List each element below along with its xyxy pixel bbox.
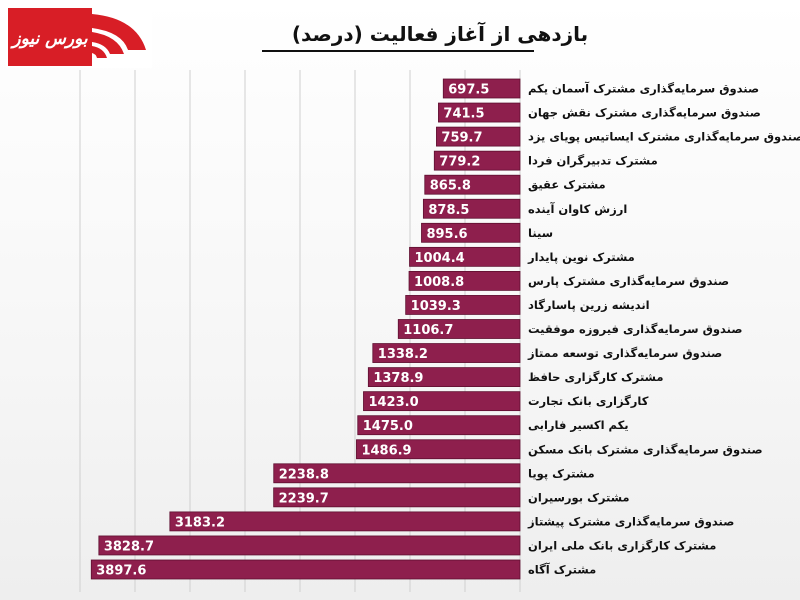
bar	[90, 559, 521, 580]
bar-value-label: 3897.6	[96, 564, 146, 579]
bar	[422, 198, 521, 219]
logo-text: بورس نیوز	[9, 29, 88, 49]
category-label: مشترک پویا	[528, 466, 595, 481]
bar-value-label: 697.5	[448, 83, 489, 98]
category-label: صندوق سرمایه‌گذاری مشترک نقش جهان	[528, 106, 761, 121]
category-label: سینا	[528, 226, 553, 240]
bar	[408, 270, 521, 291]
bar	[357, 415, 521, 436]
bar	[273, 463, 521, 484]
bar-value-label: 1475.0	[363, 419, 413, 434]
category-label: اندیشه زرین پاسارگاد	[528, 298, 650, 312]
category-label: کارگزاری بانک تجارت	[528, 394, 649, 408]
bar-value-label: 1378.9	[373, 371, 423, 386]
category-label: ارزش کاوان آینده	[528, 202, 627, 217]
category-label: مشترک کارگزاری حافظ	[528, 370, 663, 384]
bar-value-label: 1338.2	[378, 347, 428, 362]
bar	[356, 439, 521, 460]
bar	[397, 319, 521, 339]
bar	[363, 391, 521, 412]
bar	[438, 102, 521, 123]
bar	[367, 367, 521, 388]
category-label: صندوق سرمایه‌گذاری فیروزه موفقیت	[528, 322, 742, 337]
chart-title: بازدهی از آغاز فعالیت (درصد)	[291, 22, 589, 46]
category-label: صندوق سرمایه‌گذاری مشترک پیشتاز	[527, 514, 734, 529]
category-label: یکم اکسیر فارابی	[528, 418, 629, 432]
category-label: صندوق سرمایه‌گذاری مشترک پارس	[528, 274, 729, 289]
category-label: مشترک آگاه	[528, 563, 596, 577]
category-label: مشترک کارگزاری بانک ملی ایران	[528, 538, 716, 552]
category-label: مشترک تدبیرگران فردا	[528, 154, 658, 168]
category-label: صندوق سرمایه‌گذاری مشترک ایساتیس پویای ی…	[528, 130, 800, 145]
bar	[424, 174, 521, 195]
category-label: مشترک عقیق	[528, 178, 606, 192]
bar	[421, 222, 521, 243]
bar	[436, 126, 521, 147]
bar-value-label: 2239.7	[279, 491, 329, 506]
bar-value-label: 895.6	[426, 227, 467, 242]
bar-value-label: 1106.7	[403, 323, 453, 338]
category-label: مشترک نوین پایدار	[527, 250, 635, 265]
bar	[273, 487, 521, 508]
category-label: مشترک بورسیران	[528, 490, 630, 505]
bar-value-label: 741.5	[443, 107, 484, 122]
category-label: صندوق سرمایه‌گذاری توسعه ممتاز	[527, 346, 722, 361]
bar-value-label: 1423.0	[368, 395, 418, 410]
bar-value-label: 2238.8	[279, 467, 329, 482]
bar-value-label: 3183.2	[175, 515, 225, 530]
bar-value-label: 878.5	[428, 203, 469, 218]
bar-value-label: 1486.9	[361, 443, 411, 458]
bar	[433, 150, 521, 171]
bar-value-label: 1039.3	[411, 299, 461, 314]
bar-value-label: 1004.4	[415, 251, 465, 266]
bar	[442, 78, 521, 99]
logo: بورس نیوز	[6, 6, 152, 68]
bar-value-label: 1008.8	[414, 275, 464, 290]
bar	[98, 535, 521, 556]
category-label: صندوق سرمایه‌گذاری مشترک بانک مسکن	[528, 442, 763, 457]
bar	[409, 246, 521, 267]
bar	[405, 295, 521, 315]
bar-value-label: 759.7	[441, 131, 482, 146]
bar-value-label: 779.2	[439, 155, 480, 170]
category-label: صندوق سرمایه‌گذاری مشترک آسمان یکم	[528, 82, 759, 97]
bar	[169, 511, 521, 532]
bar	[372, 343, 521, 363]
title-underline	[262, 50, 534, 52]
bar-value-label: 865.8	[430, 179, 471, 194]
bar-value-label: 3828.7	[104, 539, 154, 554]
